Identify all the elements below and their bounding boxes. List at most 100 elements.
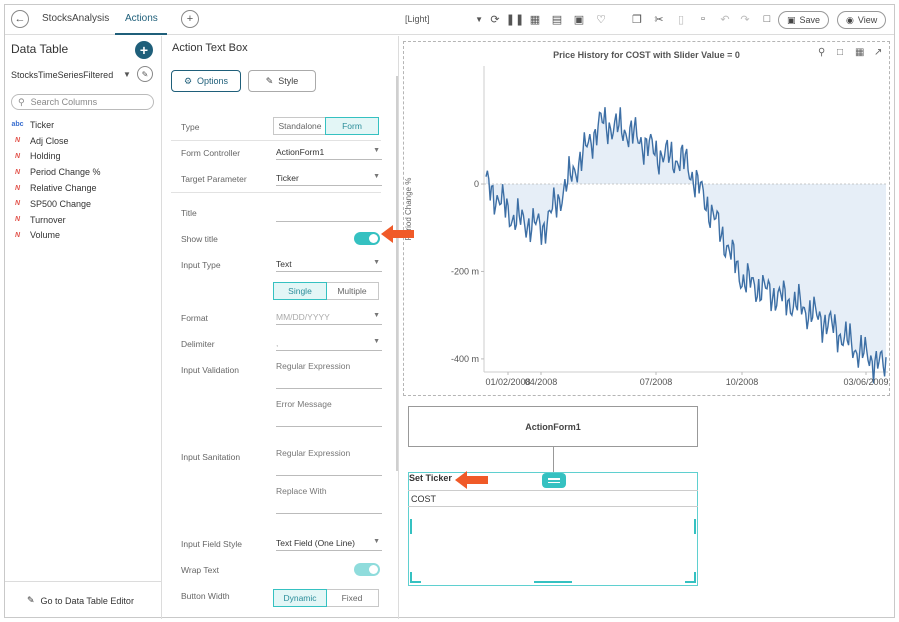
column-item[interactable]: N Period Change % bbox=[11, 164, 156, 180]
column-item[interactable]: N Volume bbox=[11, 228, 156, 244]
error-message-input[interactable]: Error Message bbox=[276, 399, 382, 427]
trash-icon[interactable]: ▫ bbox=[701, 13, 705, 25]
form-controller-select[interactable]: ActionForm1 ▼ bbox=[276, 144, 382, 160]
redo-icon[interactable]: ↷ bbox=[740, 13, 750, 26]
column-name: Holding bbox=[30, 151, 61, 162]
delimiter-value: , bbox=[276, 337, 279, 348]
refresh-icon[interactable]: ⟳ bbox=[490, 13, 500, 26]
column-item[interactable]: N Relative Change bbox=[11, 180, 156, 196]
tab-actions[interactable]: Actions bbox=[125, 13, 158, 24]
target-parameter-value: Ticker bbox=[276, 172, 299, 183]
bell-icon[interactable]: ♡ bbox=[596, 13, 606, 26]
calendar-icon[interactable]: ▦ bbox=[529, 13, 541, 26]
data-table-title: Data Table bbox=[11, 42, 69, 56]
active-tab-indicator bbox=[115, 33, 167, 35]
cut-icon[interactable]: ✂ bbox=[654, 13, 664, 26]
comment-icon[interactable]: □ bbox=[763, 13, 771, 25]
replace-with-input[interactable]: Replace With bbox=[276, 486, 382, 514]
add-data-table-button[interactable]: + bbox=[135, 41, 153, 59]
column-name: Period Change % bbox=[30, 167, 101, 178]
options-tab-button[interactable]: ⚙ Options bbox=[171, 70, 241, 92]
show-title-toggle[interactable] bbox=[354, 232, 380, 245]
back-icon[interactable]: ← bbox=[11, 10, 29, 28]
type-label: Type bbox=[181, 122, 200, 132]
add-tab-icon[interactable]: + bbox=[181, 10, 199, 28]
column-item[interactable]: N SP500 Change bbox=[11, 196, 156, 212]
input-mode-multiple-option[interactable]: Multiple bbox=[337, 286, 367, 296]
chart-search-icon[interactable]: ⚲ bbox=[818, 47, 826, 58]
input-type-select[interactable]: Text ▼ bbox=[276, 256, 382, 272]
column-item[interactable]: N Adj Close bbox=[11, 133, 156, 149]
undo-icon[interactable]: ↶ bbox=[720, 13, 730, 26]
column-item[interactable]: N Turnover bbox=[11, 212, 156, 228]
corner-mark-bl-v bbox=[410, 572, 412, 583]
view-label: View bbox=[857, 15, 878, 25]
data-source-select[interactable]: StocksTimeSeriesFiltered bbox=[11, 70, 114, 80]
button-width-dynamic-option[interactable]: Dynamic bbox=[273, 589, 327, 607]
pause-icon[interactable]: ❚❚ bbox=[505, 13, 525, 26]
price-history-chart[interactable]: Price History for COST with Slider Value… bbox=[403, 41, 890, 396]
pdf-icon[interactable]: ▤ bbox=[551, 13, 563, 26]
input-mode-single-option[interactable]: Single bbox=[273, 282, 327, 300]
resize-handle-bottom[interactable] bbox=[534, 581, 572, 583]
chart-expand-icon[interactable]: ↗ bbox=[874, 47, 883, 58]
column-item[interactable]: abc Ticker bbox=[11, 117, 156, 133]
column-name: Adj Close bbox=[30, 135, 69, 146]
title-input[interactable] bbox=[276, 204, 382, 222]
x-tick-label: 03/06/2009 bbox=[843, 377, 888, 387]
copy-icon[interactable]: ❐ bbox=[632, 13, 642, 26]
top-bar: ← StocksAnalysis Actions + [Light] ▼ ⟳ ❚… bbox=[5, 5, 894, 35]
save-icon: ▣ bbox=[787, 14, 796, 25]
drag-handle-icon[interactable] bbox=[542, 473, 566, 488]
ticker-text-input[interactable]: COST bbox=[408, 490, 698, 507]
save-button[interactable]: ▣ Save bbox=[778, 11, 830, 29]
show-title-label: Show title bbox=[181, 234, 218, 244]
button-width-fixed-option[interactable]: Fixed bbox=[341, 593, 363, 603]
tab-stocksanalysis[interactable]: StocksAnalysis bbox=[42, 13, 110, 24]
resize-handle-right[interactable] bbox=[694, 519, 696, 534]
type-segmented-control[interactable]: Standalone Form bbox=[273, 117, 379, 135]
numeric-type-icon: N bbox=[14, 231, 21, 239]
validation-regex-input[interactable]: Regular Expression bbox=[276, 361, 382, 389]
error-message-placeholder: Error Message bbox=[276, 399, 332, 409]
type-standalone-option[interactable]: Standalone bbox=[278, 121, 322, 131]
button-width-label: Button Width bbox=[181, 591, 230, 601]
x-tick-label: 10/2008 bbox=[726, 377, 759, 387]
series-area bbox=[486, 107, 886, 384]
input-mode-segmented-control[interactable]: Single Multiple bbox=[273, 282, 379, 300]
input-type-value: Text bbox=[276, 258, 292, 269]
chevron-down-icon: ▼ bbox=[373, 338, 380, 345]
go-to-data-table-editor-link[interactable]: ✎ Go to Data Table Editor bbox=[5, 581, 161, 619]
target-parameter-select[interactable]: Ticker ▼ bbox=[276, 170, 382, 186]
search-columns-input[interactable]: ⚲ Search Columns bbox=[11, 94, 154, 110]
action-form-box[interactable]: ActionForm1 bbox=[408, 406, 698, 447]
column-list: abc Ticker N Adj Close N Holding N Period Chang… bbox=[11, 117, 156, 243]
resize-handle-left[interactable] bbox=[410, 519, 412, 534]
chart-title: Price History for COST with Slider Value… bbox=[553, 50, 740, 60]
sanitation-regex-input[interactable]: Regular Expression bbox=[276, 448, 382, 476]
chart-export-icon[interactable]: ▦ bbox=[855, 47, 865, 58]
column-item[interactable]: N Holding bbox=[11, 149, 156, 165]
input-field-style-select[interactable]: Text Field (One Line) ▼ bbox=[276, 535, 382, 551]
action-text-box[interactable] bbox=[408, 472, 698, 586]
format-value: MM/DD/YYYY bbox=[276, 311, 330, 322]
style-tab-button[interactable]: ✎ Style bbox=[248, 70, 316, 92]
theme-select[interactable]: [Light] ▼ bbox=[405, 14, 483, 24]
view-button[interactable]: ◉ View bbox=[837, 11, 887, 29]
chevron-down-icon[interactable]: ▼ bbox=[123, 70, 131, 79]
wrap-text-toggle[interactable] bbox=[354, 563, 380, 576]
sanitation-regex-placeholder: Regular Expression bbox=[276, 448, 351, 458]
eye-icon: ◉ bbox=[846, 14, 854, 25]
image-export-icon[interactable]: ▣ bbox=[573, 13, 585, 26]
chart-select-icon[interactable]: □ bbox=[837, 47, 844, 58]
button-width-segmented-control[interactable]: Dynamic Fixed bbox=[273, 589, 379, 607]
type-form-option[interactable]: Form bbox=[325, 117, 379, 135]
format-select[interactable]: MM/DD/YYYY ▼ bbox=[276, 309, 382, 325]
delimiter-select[interactable]: , ▼ bbox=[276, 335, 382, 351]
settings-scrollbar[interactable] bbox=[396, 76, 398, 471]
title-label: Title bbox=[181, 208, 197, 218]
paste-icon[interactable]: ▯ bbox=[677, 13, 685, 26]
column-name: Volume bbox=[30, 230, 61, 241]
edit-pen-icon[interactable]: ✎ bbox=[137, 66, 153, 82]
